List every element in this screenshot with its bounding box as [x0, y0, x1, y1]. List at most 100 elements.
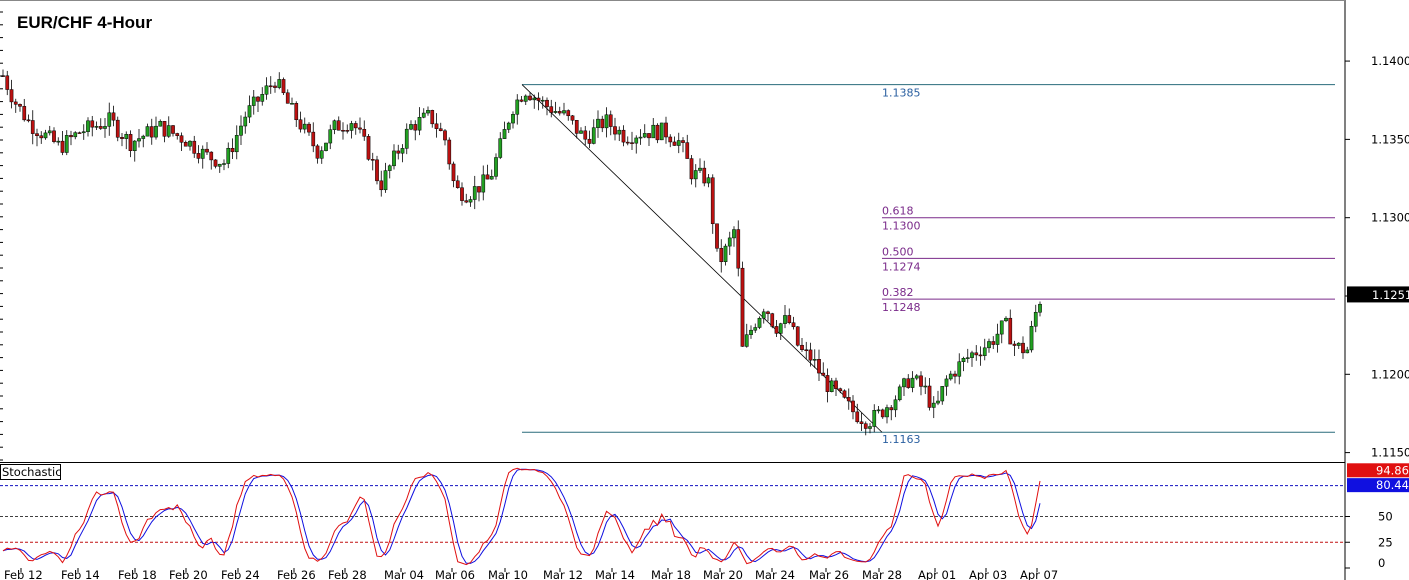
bear-candle: [851, 400, 855, 413]
bear-candle: [740, 267, 745, 347]
bull-candle: [141, 135, 146, 139]
bear-candle: [268, 85, 273, 88]
bull-candle: [247, 105, 252, 118]
stochastic-label-box: [0, 464, 61, 480]
x-tick-label: Mar 12: [543, 568, 583, 580]
bear-candle: [281, 79, 286, 94]
bear-candle: [485, 174, 490, 180]
x-tick-label: Feb 24: [221, 568, 260, 580]
bull-candle: [94, 126, 99, 128]
bear-candle: [192, 140, 197, 154]
fib-price-label: 1.1300: [882, 220, 921, 233]
bear-candle: [273, 85, 277, 88]
bull-candle: [124, 134, 129, 139]
bear-candle: [574, 120, 579, 134]
chart-title: EUR/CHF 4-Hour: [17, 13, 152, 32]
bull-candle: [651, 124, 656, 139]
bear-candle: [179, 135, 184, 143]
bull-candle: [409, 124, 413, 130]
bull-candle: [489, 176, 494, 180]
bull-candle: [910, 377, 915, 388]
bear-candle: [715, 223, 719, 249]
stochastic-tick-label: 50: [1378, 510, 1393, 524]
bull-candle: [324, 142, 328, 151]
bull-candle: [778, 323, 783, 334]
bear-candle: [336, 120, 341, 131]
bull-candle: [404, 128, 409, 149]
bear-candle: [98, 126, 103, 129]
bull-candle: [56, 140, 61, 143]
price-tick-label: 1.1400: [1371, 54, 1409, 68]
bull-candle: [302, 123, 307, 130]
bear-candle: [451, 163, 456, 182]
x-tick-label: Feb 28: [328, 568, 367, 580]
bull-candle: [638, 136, 643, 139]
bear-candle: [855, 411, 860, 423]
fib-ratio-label: 0.382: [882, 286, 914, 299]
bull-candle: [502, 129, 507, 139]
bear-candle: [1012, 343, 1017, 346]
bear-candle: [477, 186, 481, 193]
bear-candle: [710, 177, 715, 225]
bear-candle: [69, 135, 73, 138]
bull-candle: [732, 229, 736, 239]
bull-candle: [421, 112, 426, 118]
bear-candle: [345, 130, 350, 132]
bull-candle: [885, 407, 889, 418]
bear-candle: [183, 142, 188, 147]
bear-candle: [863, 423, 868, 429]
bull-candle: [426, 110, 430, 114]
bear-candle: [285, 92, 290, 104]
bear-candle: [906, 378, 911, 388]
bear-candle: [341, 129, 345, 132]
bull-candle: [290, 103, 294, 105]
bear-candle: [808, 349, 813, 361]
bull-candle: [328, 129, 333, 144]
bear-candle: [613, 126, 617, 135]
bear-candle: [52, 130, 56, 142]
bear-candle: [719, 248, 724, 263]
bear-candle: [664, 122, 668, 138]
bear-candle: [294, 103, 299, 121]
bull-candle: [158, 121, 163, 127]
price-tick-label: 1.1200: [1371, 367, 1409, 381]
bear-candle: [209, 151, 214, 161]
bear-candle: [379, 180, 384, 191]
bear-candle: [5, 75, 10, 90]
bear-candle: [60, 140, 65, 153]
bull-candle: [222, 163, 226, 165]
x-tick-label: Feb 26: [277, 568, 316, 580]
bull-candle: [264, 85, 269, 95]
bull-candle: [387, 165, 392, 171]
fib-ratio-label: 0.500: [882, 245, 914, 258]
bull-candle: [727, 237, 732, 247]
price-tick-label: 1.1150: [1371, 446, 1409, 460]
bull-candle: [914, 375, 919, 379]
bull-candle: [154, 125, 158, 138]
bull-candle: [200, 148, 205, 159]
stochastic-tick-label: 0: [1378, 556, 1385, 570]
bull-candle: [472, 186, 477, 200]
bull-candle: [987, 341, 991, 349]
bull-candle: [923, 385, 928, 388]
x-tick-label: Feb 18: [118, 568, 157, 580]
bear-candle: [545, 99, 549, 107]
bull-candle: [948, 373, 953, 380]
bull-candle: [103, 126, 107, 129]
bear-candle: [842, 390, 847, 398]
bear-candle: [787, 315, 792, 323]
bull-candle: [243, 116, 248, 127]
bear-candle: [298, 119, 303, 130]
bull-candle: [812, 359, 817, 361]
bull-candle: [761, 311, 766, 319]
bull-candle: [596, 118, 600, 128]
x-tick-label: Mar 18: [651, 568, 691, 580]
bear-candle: [859, 421, 864, 424]
bull-candle: [957, 361, 962, 377]
bear-candle: [230, 147, 235, 153]
bull-candle: [579, 130, 583, 134]
bear-candle: [77, 132, 82, 134]
bull-candle: [511, 114, 515, 124]
